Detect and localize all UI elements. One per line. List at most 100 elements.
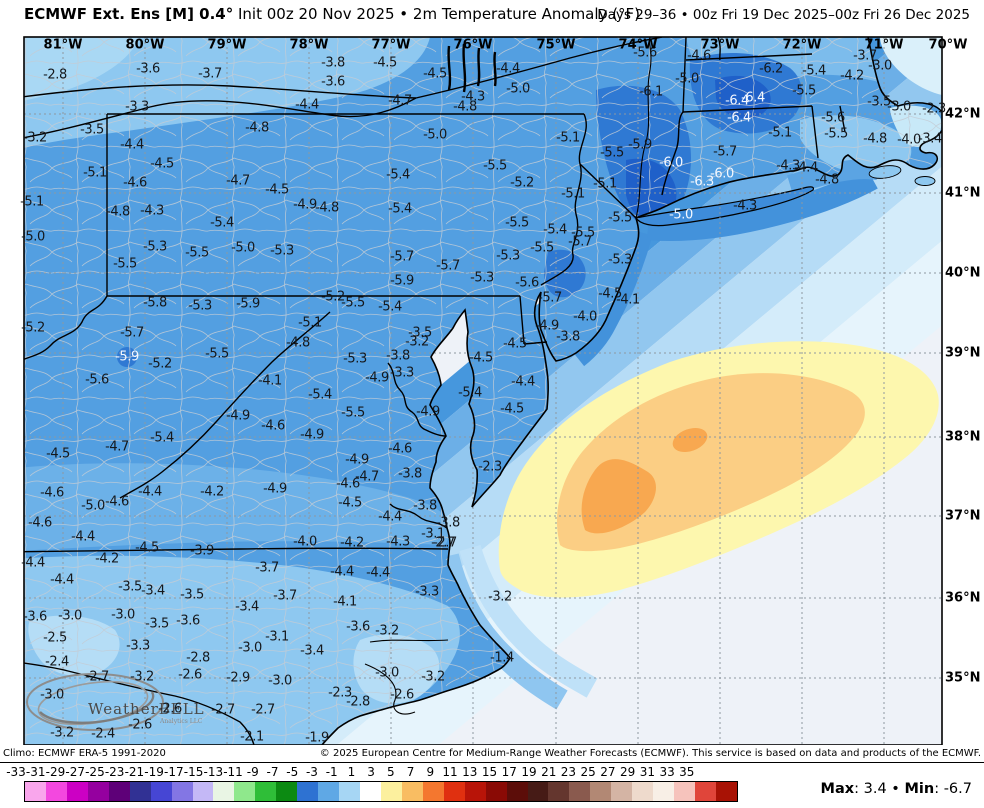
anomaly-value: -3.7: [273, 588, 297, 604]
scale-tick: -23: [104, 765, 125, 779]
scale-tick: 17: [501, 765, 517, 779]
anomaly-value: -4.5: [500, 401, 524, 417]
color-scale: -33 -31 -29 -27 -25 -23 -21 -19 -17 -15 -13 -11 -9 -7…: [0, 763, 984, 808]
anomaly-value: -4.0: [573, 309, 597, 325]
longitude-label: 77°W: [371, 37, 411, 53]
anomaly-value: -4.3: [140, 203, 164, 219]
latitude-label: 40°N: [945, 265, 981, 281]
colorbar-cell: [129, 782, 151, 801]
colorbar-cell: [234, 782, 256, 801]
scale-tick: 9: [426, 765, 435, 779]
anomaly-value: -4.6: [261, 418, 285, 434]
anomaly-value: -1.9: [305, 730, 329, 746]
anomaly-value: -3.8: [321, 55, 345, 71]
anomaly-value: -4.4: [50, 572, 74, 588]
anomaly-value: -6.0: [710, 166, 734, 182]
scale-tick: 35: [679, 765, 695, 779]
colorbar-cell: [87, 782, 109, 801]
scale-tick: 19: [521, 765, 537, 779]
anomaly-value: -4.5: [338, 495, 362, 511]
anomaly-value: -3.7: [255, 560, 279, 576]
longitude-label: 76°W: [453, 37, 493, 53]
max-value: 3.4: [863, 781, 887, 797]
colorbar-cell: [653, 782, 675, 801]
anomaly-value: -4.4: [794, 160, 818, 176]
anomaly-value: -4.5: [150, 156, 174, 172]
anomaly-value: -5.9: [236, 296, 260, 312]
scale-tick: 27: [600, 765, 616, 779]
colorbar-cell: [611, 782, 633, 801]
scale-tick: 33: [659, 765, 675, 779]
colorbar-cell: [213, 782, 235, 801]
anomaly-value: -5.0: [21, 229, 45, 245]
anomaly-value: -6.4: [727, 110, 751, 126]
anomaly-value: -1.4: [490, 650, 514, 666]
anomaly-value: -2.9: [226, 670, 250, 686]
colorbar-cell: [276, 782, 298, 801]
anomaly-value: -2.6: [178, 667, 202, 683]
init-info: Init 00z 20 Nov 2025 • 2m Temperature An…: [233, 5, 641, 23]
anomaly-value: -5.1: [556, 130, 580, 146]
anomaly-value: -4.8: [453, 99, 477, 115]
anomaly-value: -5.5: [341, 295, 365, 311]
anomaly-value: -4.2: [95, 551, 119, 567]
anomaly-value: -4.6: [40, 485, 64, 501]
warm-anomaly-blob: [498, 341, 939, 598]
anomaly-value: -4.7: [388, 93, 412, 109]
anomaly-value: -3.4: [918, 131, 942, 147]
anomaly-value: -5.4: [308, 387, 332, 403]
colorbar-cell: [485, 782, 507, 801]
anomaly-value: -5.4: [210, 215, 234, 231]
longitude-label: 72°W: [782, 37, 822, 53]
anomaly-value: -5.5: [113, 256, 137, 272]
colorbar-cell: [695, 782, 716, 801]
anomaly-value: -4.6: [336, 476, 360, 492]
footer: Climo: ECMWF ERA-5 1991-2020 © 2025 Euro…: [0, 745, 984, 763]
anomaly-value: -5.6: [633, 45, 657, 61]
colorbar-cell: [150, 782, 172, 801]
anomaly-value: -3.3: [390, 365, 414, 381]
scale-tick: 31: [639, 765, 655, 779]
anomaly-value: -4.9: [293, 197, 317, 213]
state-borders: [24, 37, 846, 745]
scale-tick: 3: [367, 765, 375, 779]
latitude-label: 36°N: [945, 590, 981, 606]
anomaly-value: -2.8: [43, 67, 67, 83]
anomaly-value: -3.3: [415, 584, 439, 600]
anomaly-value: -3.2: [488, 589, 512, 605]
anomaly-value: -4.4: [21, 555, 45, 571]
anomaly-value: -3.6: [176, 613, 200, 629]
scale-tick: 21: [541, 765, 557, 779]
anomaly-value: -5.7: [120, 325, 144, 341]
colorbar-cell: [590, 782, 612, 801]
anomaly-value: -5.6: [515, 275, 539, 291]
svg-text:Analytics LLC: Analytics LLC: [159, 718, 203, 725]
anomaly-value: -4.5: [469, 350, 493, 366]
colorbar-cell: [569, 782, 591, 801]
islands: [635, 165, 936, 227]
anomaly-value: -2.8: [186, 650, 210, 666]
scale-tick: -13: [203, 765, 224, 779]
anomaly-value: -3.6: [346, 619, 370, 635]
anomaly-value: -5.7: [538, 290, 562, 306]
latitude-label: 35°N: [945, 670, 981, 686]
anomaly-value: -4.4: [138, 484, 162, 500]
max-label: Max: [820, 781, 855, 797]
anomaly-value: -5.4: [386, 167, 410, 183]
colorbar-cell: [548, 782, 570, 801]
scale-tick: -11: [223, 765, 243, 779]
anomaly-value: -2.7: [431, 535, 455, 551]
anomaly-value: -3.3: [125, 99, 149, 115]
scale-tick: 29: [619, 765, 636, 779]
scale-tick: -21: [124, 765, 145, 779]
anomaly-value: -4.8: [315, 200, 339, 216]
colorbar-cell: [632, 782, 654, 801]
anomaly-value: -5.1: [768, 125, 792, 141]
anomaly-value: -4.4: [71, 529, 95, 545]
anomaly-value: -3.4: [141, 583, 165, 599]
anomaly-value: -5.1: [20, 194, 44, 210]
anomaly-value: -3.4: [300, 643, 324, 659]
anomaly-value: -3.0: [40, 687, 64, 703]
